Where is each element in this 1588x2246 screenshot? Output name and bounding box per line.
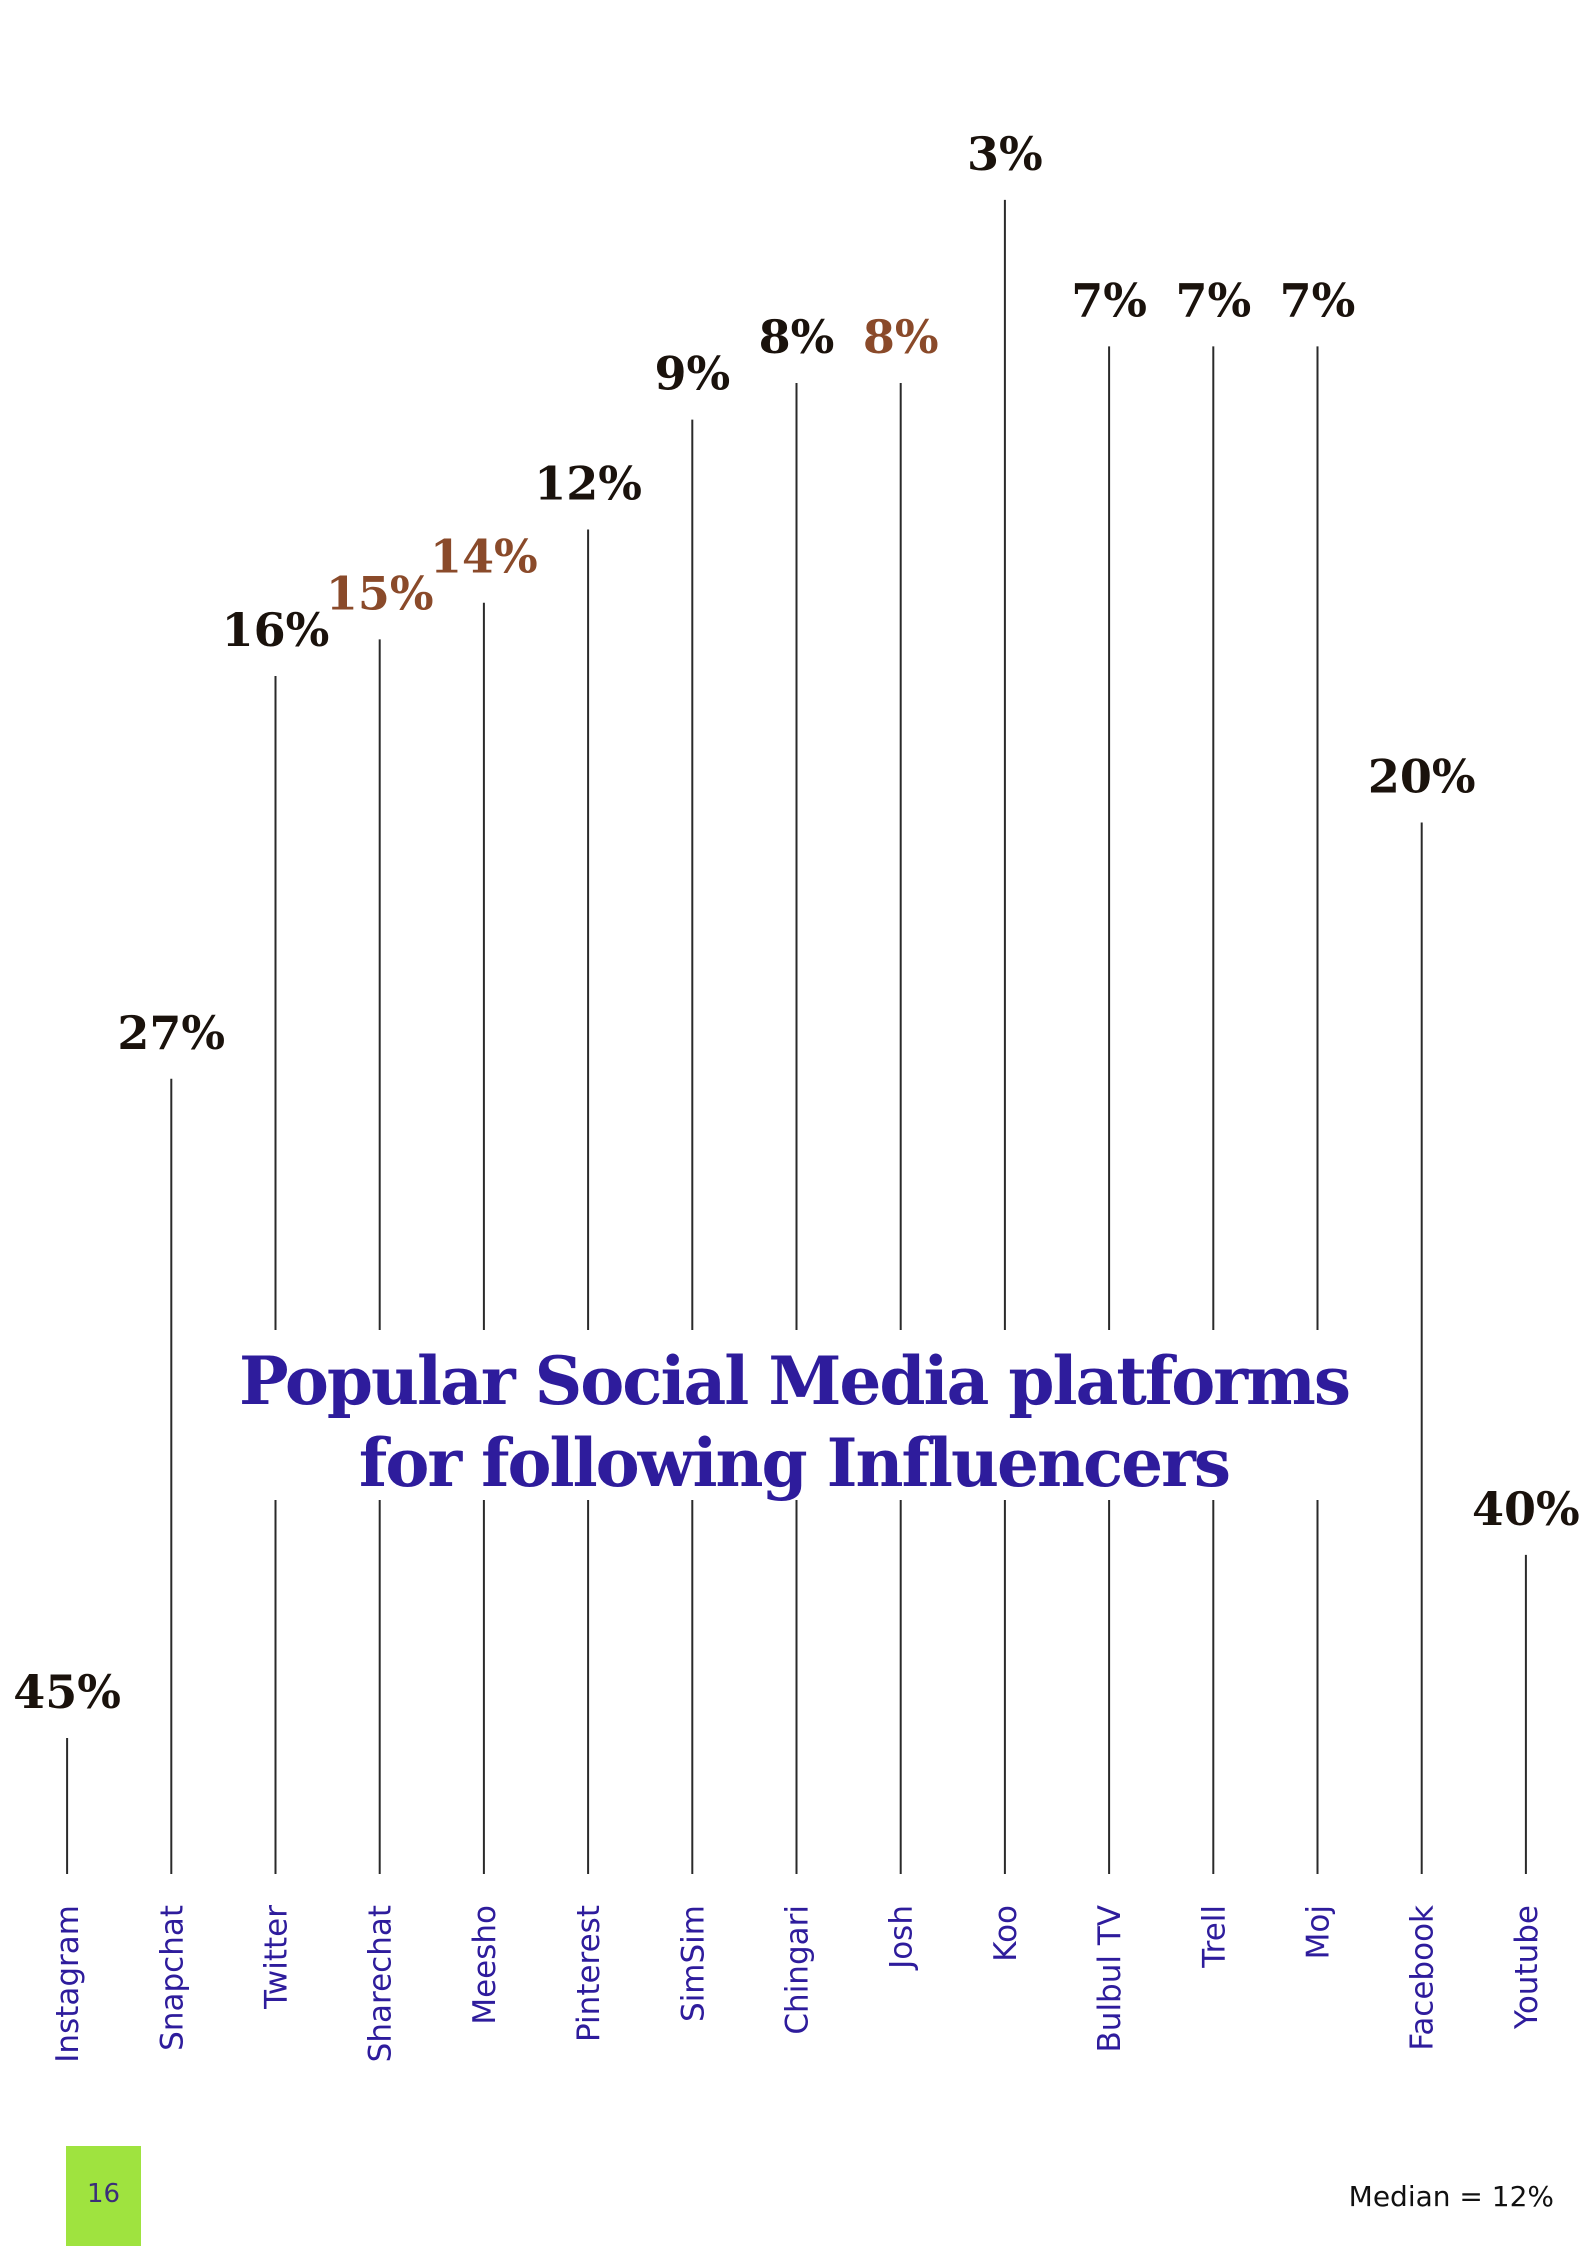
value-label: 14%	[430, 530, 538, 584]
category-label: Josh	[884, 1905, 920, 1971]
guide-lines	[66, 199, 1527, 1874]
value-label: 45%	[13, 1665, 121, 1719]
category-label: Bulbul TV	[1092, 1905, 1128, 2052]
bar-pinterest	[536, 0, 640, 441]
page-number-badge	[66, 2146, 141, 2246]
bar-chingari	[744, 0, 849, 294]
bar-facebook	[1370, 0, 1474, 734]
bar-trell	[1161, 0, 1265, 258]
bar-meesho	[432, 0, 536, 514]
category-label: Sharechat	[363, 1905, 399, 2062]
value-label: 3%	[967, 127, 1043, 181]
category-label: Moj	[1301, 1905, 1337, 1959]
category-label: Trell	[1196, 1905, 1232, 1969]
category-label: Koo	[988, 1905, 1024, 1962]
value-label: 40%	[1472, 1482, 1580, 1536]
value-label: 16%	[222, 603, 330, 657]
value-label: 8%	[759, 310, 835, 364]
value-label: 12%	[534, 456, 642, 510]
value-labels: 45% 27% 16%15%14% 12% 9% 8% 8% 3% 7% 7% 7% 20% 40%	[13, 127, 1580, 1719]
value-label: 20%	[1368, 749, 1476, 803]
bar-youtube	[1474, 0, 1578, 1466]
category-label: Facebook	[1405, 1905, 1441, 2051]
category-label: SimSim	[675, 1905, 711, 2022]
value-label: 15%	[326, 566, 434, 620]
category-label: Snapchat	[154, 1905, 190, 2051]
category-label: Meesho	[467, 1905, 503, 2025]
page-number: 16	[86, 2179, 121, 2209]
category-label: Pinterest	[571, 1905, 607, 2042]
title-backdrop	[250, 1330, 1350, 1500]
bar-josh	[849, 0, 953, 294]
bar-sharechat	[328, 0, 432, 551]
median-note: Median = 12%	[1348, 2180, 1554, 2213]
value-label: 7%	[1175, 273, 1251, 327]
chart-title-line-1: Popular Social Media platforms	[238, 1342, 1351, 1420]
bar-snapchat	[119, 0, 223, 990]
bar-simsim	[640, 0, 744, 331]
category-labels: Instagram Snapchat Twitter Sharechat Meesho P…	[50, 1905, 1545, 2063]
bar-bulbul-tv	[1057, 0, 1161, 258]
category-label: Instagram	[50, 1905, 86, 2063]
bar-moj	[1265, 0, 1370, 258]
bar-twitter	[223, 0, 328, 587]
category-label: Chingari	[780, 1905, 816, 2035]
value-label: 27%	[117, 1006, 225, 1060]
bar-instagram	[15, 0, 119, 1649]
chart-title-line-2: for following Influencers	[358, 1424, 1231, 1502]
bar-koo	[953, 0, 1057, 111]
value-label: 9%	[654, 347, 730, 401]
category-label: Twitter	[259, 1905, 295, 2010]
category-label: Youtube	[1509, 1905, 1545, 2030]
value-label: 7%	[1280, 273, 1356, 327]
value-label: 7%	[1071, 273, 1147, 327]
value-label: 8%	[863, 310, 939, 364]
